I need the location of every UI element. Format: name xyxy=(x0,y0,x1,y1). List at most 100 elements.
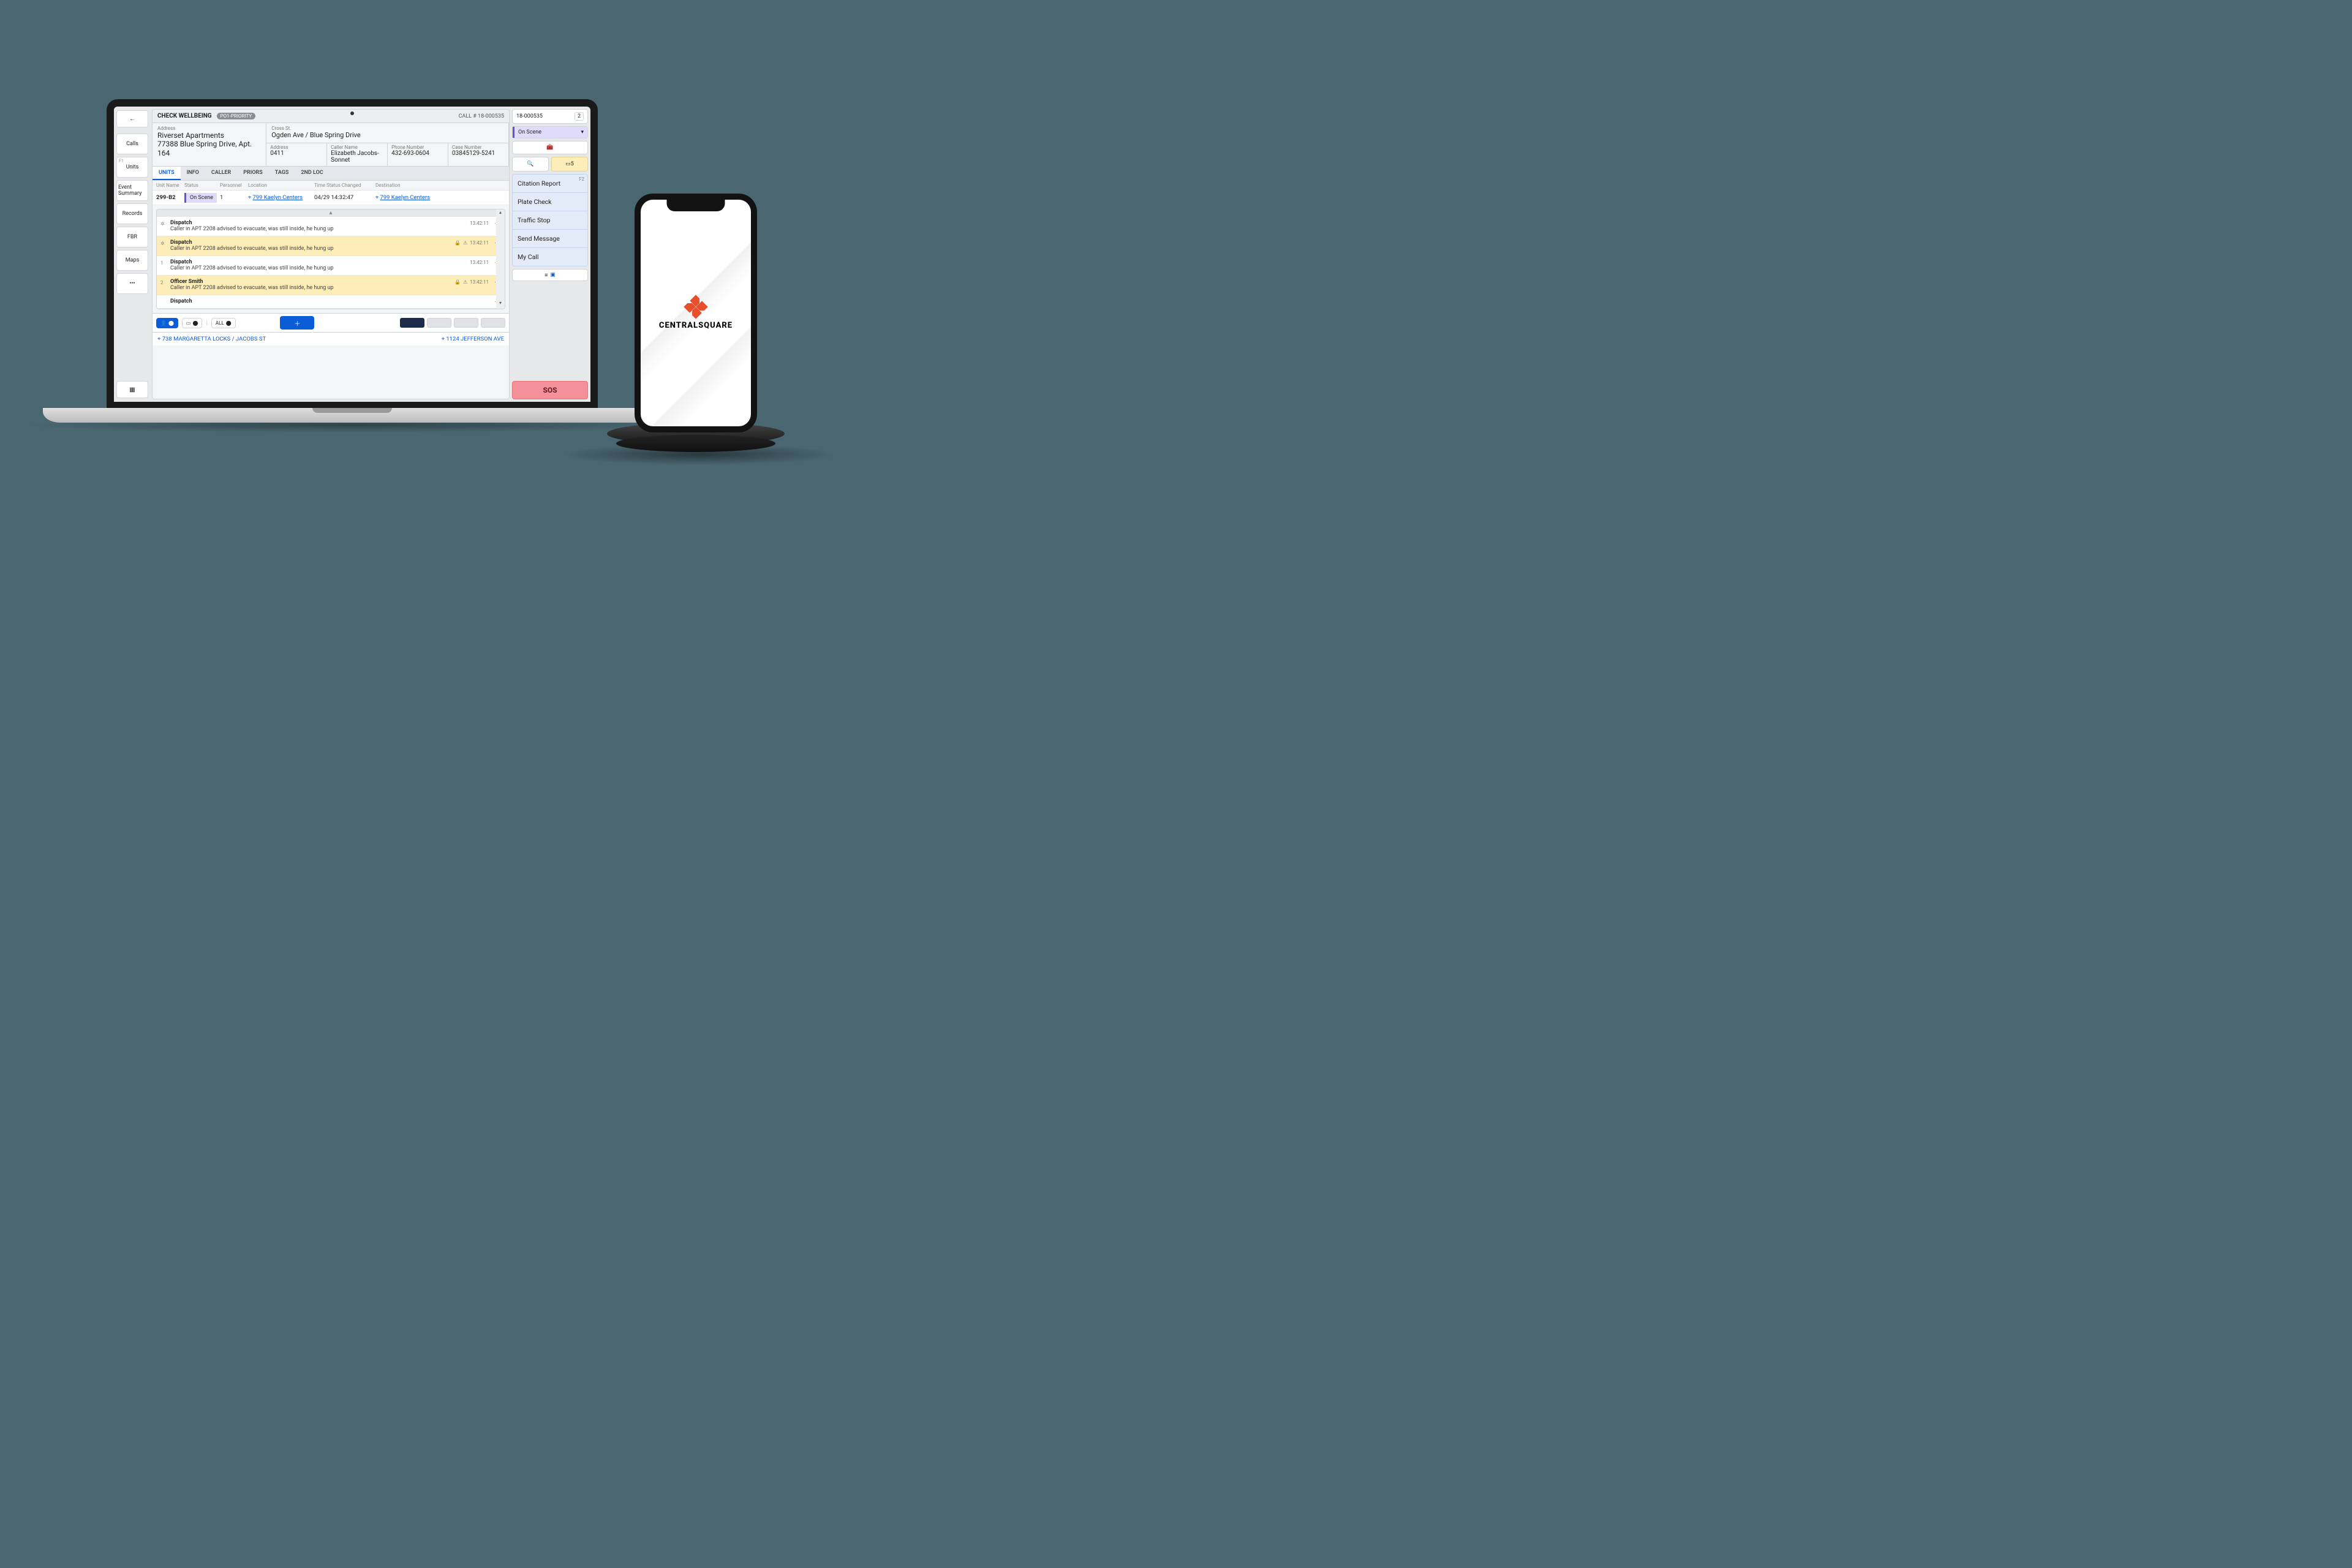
tab-priors[interactable]: PRIORS xyxy=(237,167,269,180)
laptop-device: ← Calls F1 Units Event Summary Records F… xyxy=(92,92,612,441)
grid-icon: ▦ xyxy=(129,386,135,393)
prev-location-link[interactable]: ⌖ 738 MARGARETTA LOCKS / JACOBS ST xyxy=(157,336,266,342)
message-icon: ▭ xyxy=(186,320,191,326)
scroll-up[interactable]: ▴ xyxy=(496,209,505,218)
right-column: 18-000535 2 On Scene ▾ 🧰 🔍 xyxy=(511,107,590,402)
call-number-label: CALL # 18-000535 xyxy=(459,113,504,119)
quick-citation-report[interactable]: Citation Report xyxy=(513,175,587,193)
log-mark: 2 xyxy=(160,280,164,285)
dispatch-log-entry[interactable]: ✲DispatchCaller in APT 2208 advised to e… xyxy=(157,236,505,256)
message-filter-chip[interactable]: ▭ ⬤ xyxy=(182,318,203,328)
list-icon: ≡ xyxy=(545,272,548,279)
warning-icon: ⚠ xyxy=(463,240,467,246)
view-seg-4[interactable] xyxy=(481,318,505,328)
sidebar-item-more[interactable]: ••• xyxy=(116,273,148,294)
pin-icon: ⌖ xyxy=(375,194,379,201)
quick-send-message[interactable]: Send Message xyxy=(513,230,587,248)
alert-icon: ▭ xyxy=(565,161,571,167)
call-num-prefix: CALL # xyxy=(459,113,477,119)
col-status[interactable]: Status xyxy=(184,183,220,188)
tab-tags[interactable]: TAGS xyxy=(269,167,295,180)
unit-row[interactable]: 299-B2 On Scene 1 ⌖799 Kaelyn Centers 04… xyxy=(153,190,509,205)
col-destination[interactable]: Destination xyxy=(375,183,505,188)
sidebar-item-label: Event Summary xyxy=(118,184,146,197)
tabs: UNITS INFO CALLER PRIORS TAGS 2ND LOC xyxy=(153,167,509,181)
laptop-base xyxy=(43,408,662,423)
tool-card[interactable]: 🧰 xyxy=(512,141,588,154)
col-unit[interactable]: Unit Name xyxy=(156,183,184,188)
brand-text: CENTRALSQUARE xyxy=(659,321,733,330)
brand-logo: CENTRALSQUARE xyxy=(659,296,733,330)
bottom-toolbar: 👤 ⬤ ▭ ⬤ | ALL ⬤ ＋ xyxy=(153,313,509,332)
cross-cell: Cross St. Ogden Ave / Blue Spring Drive … xyxy=(266,123,509,166)
user-filter-chip[interactable]: 👤 ⬤ xyxy=(156,318,178,328)
scroll-down[interactable]: ▾ xyxy=(496,300,505,309)
log-timestamp: 13:42:11 xyxy=(470,260,489,265)
log-author: Officer Smith xyxy=(170,279,500,285)
sidebar-item-records[interactable]: Records xyxy=(116,203,148,224)
caller-name: Elizabeth Jacobs-Sonnet xyxy=(331,150,383,164)
quick-actions: F2 Citation Report Plate Check Traffic S… xyxy=(512,174,588,266)
view-seg-2[interactable] xyxy=(427,318,451,328)
more-icon: ••• xyxy=(129,281,135,287)
field-label: Address xyxy=(157,126,261,131)
tab-2nd-loc[interactable]: 2ND LOC xyxy=(295,167,329,180)
col-location[interactable]: Location xyxy=(248,183,314,188)
next-location-link[interactable]: ⌖ 1124 JEFFERSON AVE xyxy=(442,336,504,342)
layout-toggle[interactable]: ≡ ▣ xyxy=(512,269,588,281)
quick-traffic-stop[interactable]: Traffic Stop xyxy=(513,211,587,230)
log-author: Dispatch xyxy=(170,239,500,246)
location-bar: ⌖ 738 MARGARETTA LOCKS / JACOBS ST ⌖ 112… xyxy=(153,332,509,345)
view-toggle xyxy=(400,318,505,328)
phone-device: CENTRALSQUARE xyxy=(635,194,757,432)
log-mark: ✲ xyxy=(160,221,165,227)
dashboard-grid-button[interactable]: ▦ xyxy=(116,381,148,398)
lock-icon: 🔒 xyxy=(454,279,461,285)
col-time[interactable]: Time Status Changed xyxy=(314,183,375,188)
sidebar-item-fbr[interactable]: FBR xyxy=(116,227,148,247)
sos-button[interactable]: SOS xyxy=(512,381,588,399)
all-filter-chip[interactable]: ALL ⬤ xyxy=(211,318,236,328)
add-entry-button[interactable]: ＋ xyxy=(280,316,314,330)
address-line: 77388 Blue Spring Drive, Apt. 164 xyxy=(157,140,261,157)
log-author: Dispatch xyxy=(170,298,500,304)
address-code: 0411 xyxy=(270,150,323,157)
dispatch-log-entry[interactable]: 1DispatchCaller in APT 2208 advised to e… xyxy=(157,256,505,276)
chevron-down-icon[interactable]: ▾ xyxy=(581,129,584,135)
sidebar-item-units[interactable]: F1 Units xyxy=(116,157,148,178)
log-body: Caller in APT 2208 advised to evacuate, … xyxy=(170,226,500,232)
left-rail: ← Calls F1 Units Event Summary Records F… xyxy=(114,107,151,402)
dispatch-log-entry[interactable]: 2 Officer SmithCaller in APT 2208 advised… xyxy=(157,276,505,295)
quick-my-call[interactable]: My Call xyxy=(513,248,587,266)
quick-plate-check[interactable]: Plate Check xyxy=(513,193,587,211)
phone-number: 432-693-0604 xyxy=(391,150,444,157)
scrollbar[interactable]: ▴ ▾ xyxy=(496,209,505,309)
tab-info[interactable]: INFO xyxy=(181,167,205,180)
call-count: 2 xyxy=(575,112,584,121)
col-personnel[interactable]: Personnel xyxy=(220,183,248,188)
status-time: 04/29 14:32:47 xyxy=(314,194,375,201)
sidebar-item-event-summary[interactable]: Event Summary xyxy=(116,180,148,201)
search-button[interactable]: 🔍 xyxy=(512,157,549,172)
sidebar-item-label: Maps xyxy=(126,257,139,263)
sidebar-item-maps[interactable]: Maps xyxy=(116,250,148,271)
log-body: Caller in APT 2208 advised to evacuate, … xyxy=(170,285,500,291)
alerts-button[interactable]: ▭ 5 xyxy=(551,157,588,172)
view-seg-3[interactable] xyxy=(454,318,478,328)
sidebar-item-calls[interactable]: Calls xyxy=(116,134,148,154)
dispatch-log-entry[interactable]: ✲DispatchCaller in APT 2208 advised to e… xyxy=(157,217,505,236)
back-button[interactable]: ← xyxy=(116,110,148,127)
sidebar-item-label: Units xyxy=(126,164,139,170)
destination-link[interactable]: 799 Kaelyn Centers xyxy=(380,194,430,201)
tab-units[interactable]: UNITS xyxy=(153,167,181,180)
unit-name: 299-B2 xyxy=(156,194,184,201)
location-link[interactable]: 799 Kaelyn Centers xyxy=(252,194,303,201)
collapse-handle[interactable]: ▴ xyxy=(157,209,505,217)
tab-caller[interactable]: CALLER xyxy=(205,167,237,180)
status-card: On Scene ▾ xyxy=(512,126,588,138)
call-id-card: 18-000535 2 xyxy=(512,109,588,124)
sidebar-item-label: Records xyxy=(123,211,143,217)
dispatch-log-entry[interactable]: Dispatch⋯ xyxy=(157,295,505,309)
address-name: Riverset Apartments xyxy=(157,131,261,140)
view-seg-1[interactable] xyxy=(400,318,424,328)
